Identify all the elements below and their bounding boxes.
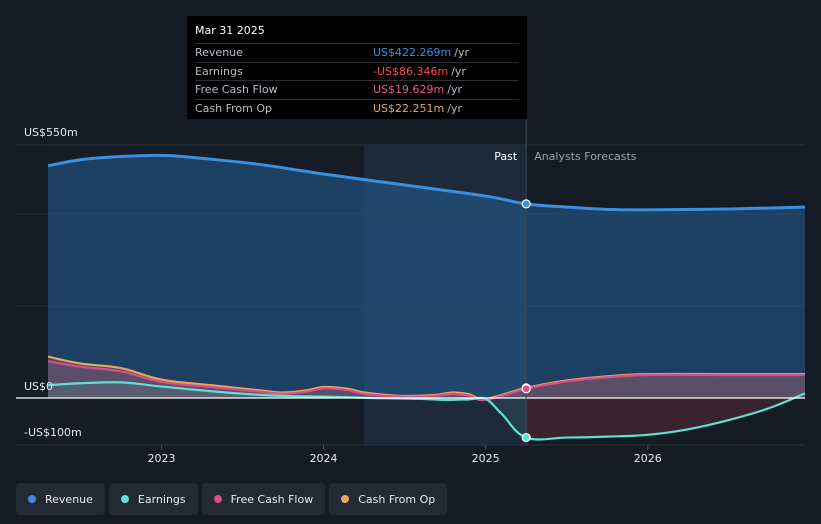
tooltip-label: Revenue: [195, 46, 243, 59]
x-tick-label: 2026: [634, 452, 662, 465]
tooltip-unit: /yr: [454, 46, 469, 59]
tooltip-unit: /yr: [447, 101, 462, 115]
revenue-dot-icon: [28, 495, 36, 503]
legend-item-free-cash-flow[interactable]: Free Cash Flow: [201, 483, 326, 515]
earnings-dot-icon: [120, 495, 129, 503]
tooltip-row-revenue: Revenue US$422.269m/yr: [195, 43, 519, 62]
tooltip-value-revenue: US$422.269m: [373, 46, 452, 59]
tooltip-label: Free Cash Flow: [195, 83, 278, 96]
y-tick-label: -US$100m: [24, 426, 82, 439]
legend-label: Revenue: [45, 492, 93, 506]
x-tick-label: 2024: [310, 452, 338, 465]
revenue-marker: [521, 199, 531, 209]
tooltip-date: Mar 31 2025: [195, 24, 265, 37]
earnings-marker: [521, 432, 531, 443]
free-cash-flow-line: [47, 360, 805, 402]
y-tick-label: US$550m: [24, 126, 78, 139]
data-tooltip: Mar 31 2025 Revenue US$422.269m/yr Earni…: [187, 16, 527, 119]
past-label: Past: [494, 150, 518, 163]
free-cash-flow-marker: [521, 384, 531, 394]
legend-label: Earnings: [137, 492, 186, 506]
tooltip-row-free-cash-flow: Free Cash Flow US$19.629m/yr: [195, 80, 519, 99]
y-tick-label: US$0: [24, 380, 53, 393]
chart-canvas: US$550m US$0 -US$100m 2023 2024 2025 2026 Past A…: [16, 92, 806, 465]
tooltip-unit: /yr: [447, 83, 462, 96]
forecast-label: Analysts Forecasts: [534, 150, 637, 163]
tooltip-value-free-cash-flow: US$19.629m: [373, 83, 445, 96]
x-tick-label: 2023: [147, 452, 175, 465]
earnings-forecast-area: [526, 393, 805, 438]
revenue-line: [47, 153, 806, 212]
earnings-line: [47, 381, 806, 441]
tooltip-unit: /yr: [451, 64, 466, 78]
tooltip-label: Earnings: [195, 64, 243, 78]
tooltip-value-earnings: -US$86.346m: [373, 64, 449, 78]
tooltip-row-cash-from-op: Cash From Op US$22.251m/yr: [195, 98, 519, 118]
legend-item-earnings[interactable]: Earnings: [108, 483, 198, 515]
tooltip-label: Cash From Op: [195, 101, 273, 115]
chart-legend: Revenue Earnings Free Cash Flow Cash Fro…: [16, 483, 448, 515]
revenue-area: [48, 155, 805, 398]
free-cash-flow-dot-icon: [213, 495, 222, 503]
legend-item-revenue[interactable]: Revenue: [16, 483, 105, 515]
legend-item-cash-from-op[interactable]: Cash From Op: [329, 483, 448, 515]
tooltip-row-earnings: Earnings -US$86.346m/yr: [195, 61, 519, 81]
earnings-area: [48, 382, 805, 440]
cash-from-op-dot-icon: [341, 495, 350, 503]
legend-label: Free Cash Flow: [230, 492, 314, 506]
legend-label: Cash From Op: [358, 492, 436, 506]
tooltip-value-cash-from-op: US$22.251m: [373, 101, 445, 115]
x-tick-label: 2025: [472, 452, 500, 465]
